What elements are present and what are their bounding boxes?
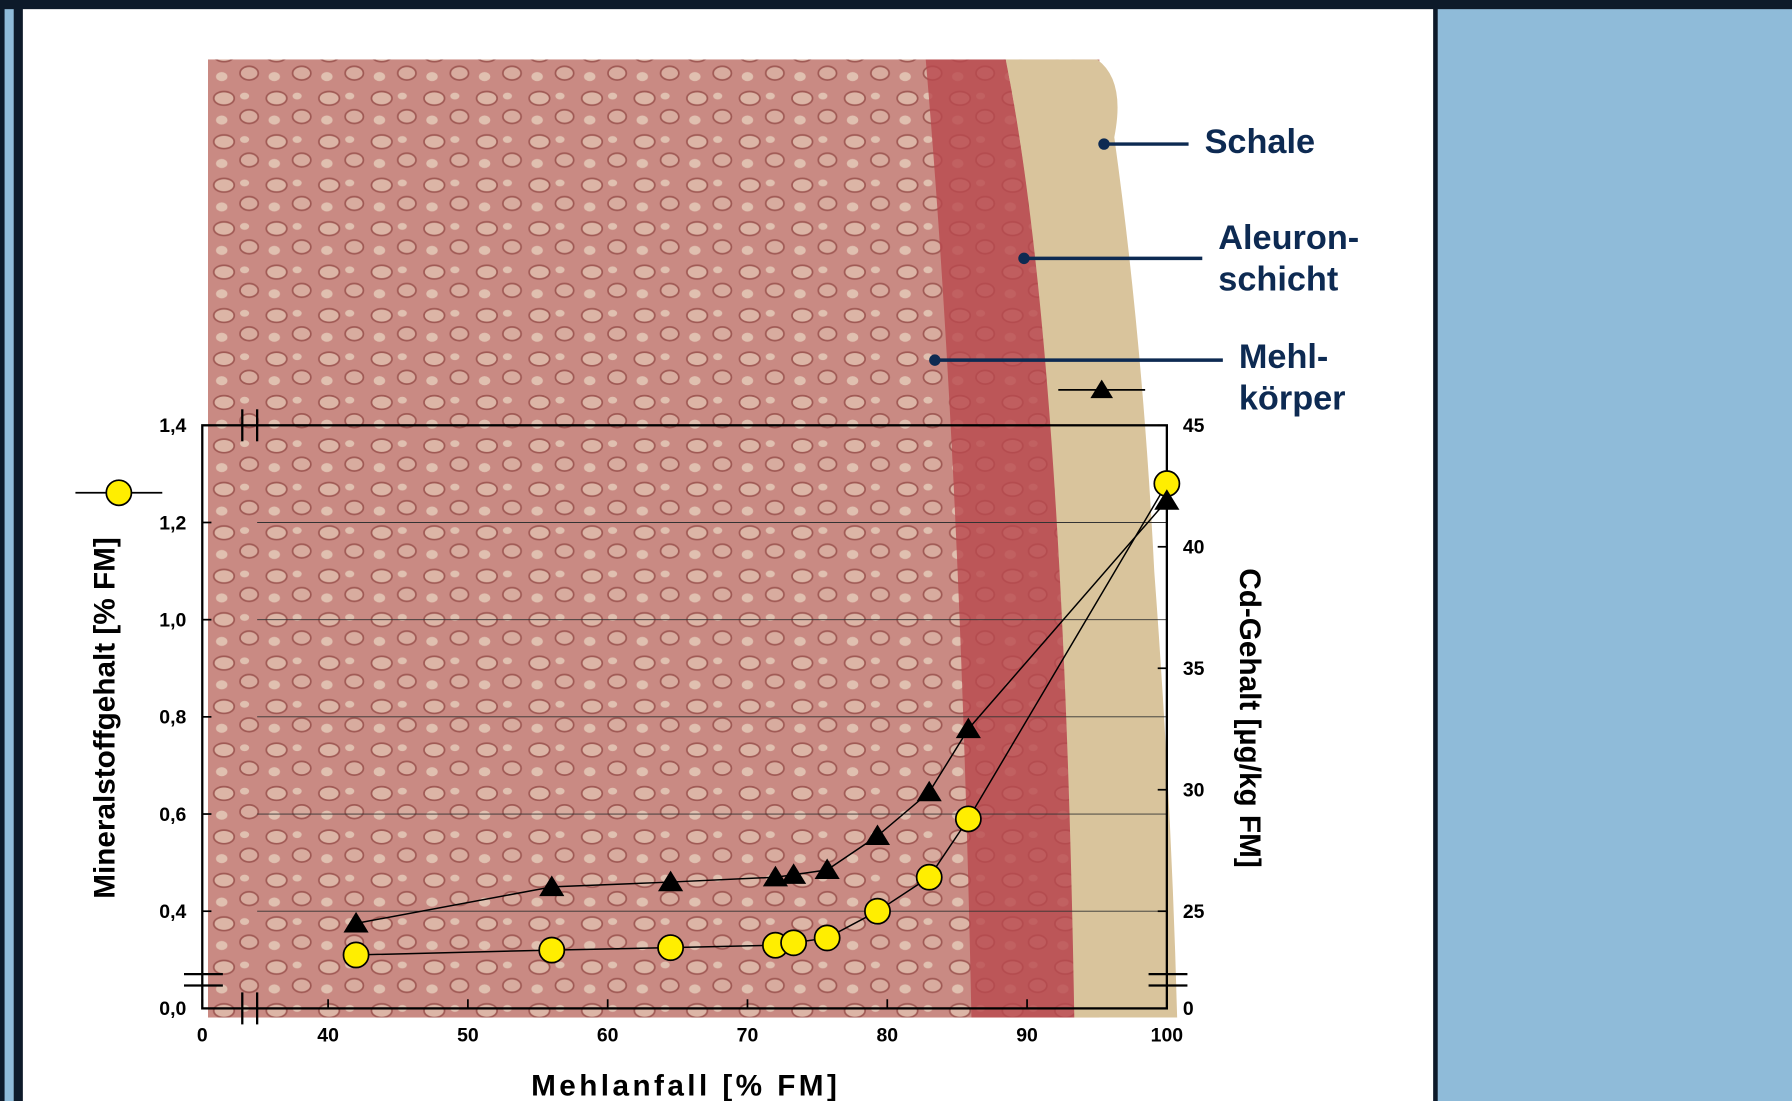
x-tick-label: 70 bbox=[737, 1025, 759, 1047]
x-tick-label: 80 bbox=[876, 1025, 898, 1047]
y2-axis-title: Cd-Gehalt [µg/kg FM] bbox=[1233, 568, 1266, 867]
y-tick-label: 1,4 bbox=[159, 415, 186, 437]
micrograph bbox=[208, 59, 1177, 1017]
data-point bbox=[781, 930, 806, 955]
data-point bbox=[815, 925, 840, 950]
y2-tick-label: 35 bbox=[1183, 658, 1205, 680]
x-tick-label: 50 bbox=[457, 1025, 479, 1047]
data-point bbox=[539, 938, 564, 963]
data-point bbox=[865, 899, 890, 924]
data-point bbox=[917, 865, 942, 890]
data-point bbox=[343, 942, 368, 967]
page: {"chart_data":{"type":"line", "x_label":… bbox=[0, 0, 1792, 1101]
x-tick-label: 60 bbox=[597, 1025, 619, 1047]
y-tick-label: 0,6 bbox=[159, 804, 186, 826]
side-panel bbox=[1438, 9, 1792, 1101]
x-tick-label: 0 bbox=[197, 1025, 208, 1047]
chart: 0 40 50 60 70 80 90 100 0,0 0,4 0,6 0,8 1,0 1,2 1,4 0 25… bbox=[0, 0, 1792, 1101]
data-point bbox=[956, 806, 981, 831]
x-axis-title: Mehlanfall [% FM] bbox=[531, 1069, 840, 1101]
annotation: Mehl- bbox=[1239, 338, 1328, 376]
y-tick-label: 0,8 bbox=[159, 707, 186, 729]
x-tick-label: 100 bbox=[1151, 1025, 1183, 1047]
annotation: Schale bbox=[1205, 123, 1316, 161]
data-point bbox=[658, 935, 683, 960]
annotation-dot bbox=[1098, 138, 1109, 149]
annotation: schicht bbox=[1218, 260, 1338, 298]
y2-tick-label: 30 bbox=[1183, 780, 1205, 802]
y-tick-label: 1,0 bbox=[159, 610, 186, 632]
left-strip bbox=[5, 9, 14, 1101]
y-tick-label: 1,2 bbox=[159, 512, 186, 534]
y-axis-title: Mineralstoffgehalt [% FM] bbox=[88, 537, 121, 899]
legend-marker bbox=[106, 480, 131, 505]
y2-tick-label: 25 bbox=[1183, 901, 1205, 923]
annotation: körper bbox=[1239, 379, 1346, 417]
x-tick-label: 90 bbox=[1016, 1025, 1038, 1047]
y-tick-label: 0,0 bbox=[159, 998, 186, 1020]
annotation-dot bbox=[929, 354, 940, 365]
x-tick-label: 40 bbox=[317, 1025, 339, 1047]
y2-tick-label: 40 bbox=[1183, 537, 1205, 559]
annotation: Aleuron- bbox=[1218, 219, 1359, 257]
annotation-dot bbox=[1018, 253, 1029, 264]
y-tick-label: 0,4 bbox=[159, 901, 186, 923]
y2-tick-label: 45 bbox=[1183, 415, 1205, 437]
y2-tick-label: 0 bbox=[1183, 998, 1194, 1020]
